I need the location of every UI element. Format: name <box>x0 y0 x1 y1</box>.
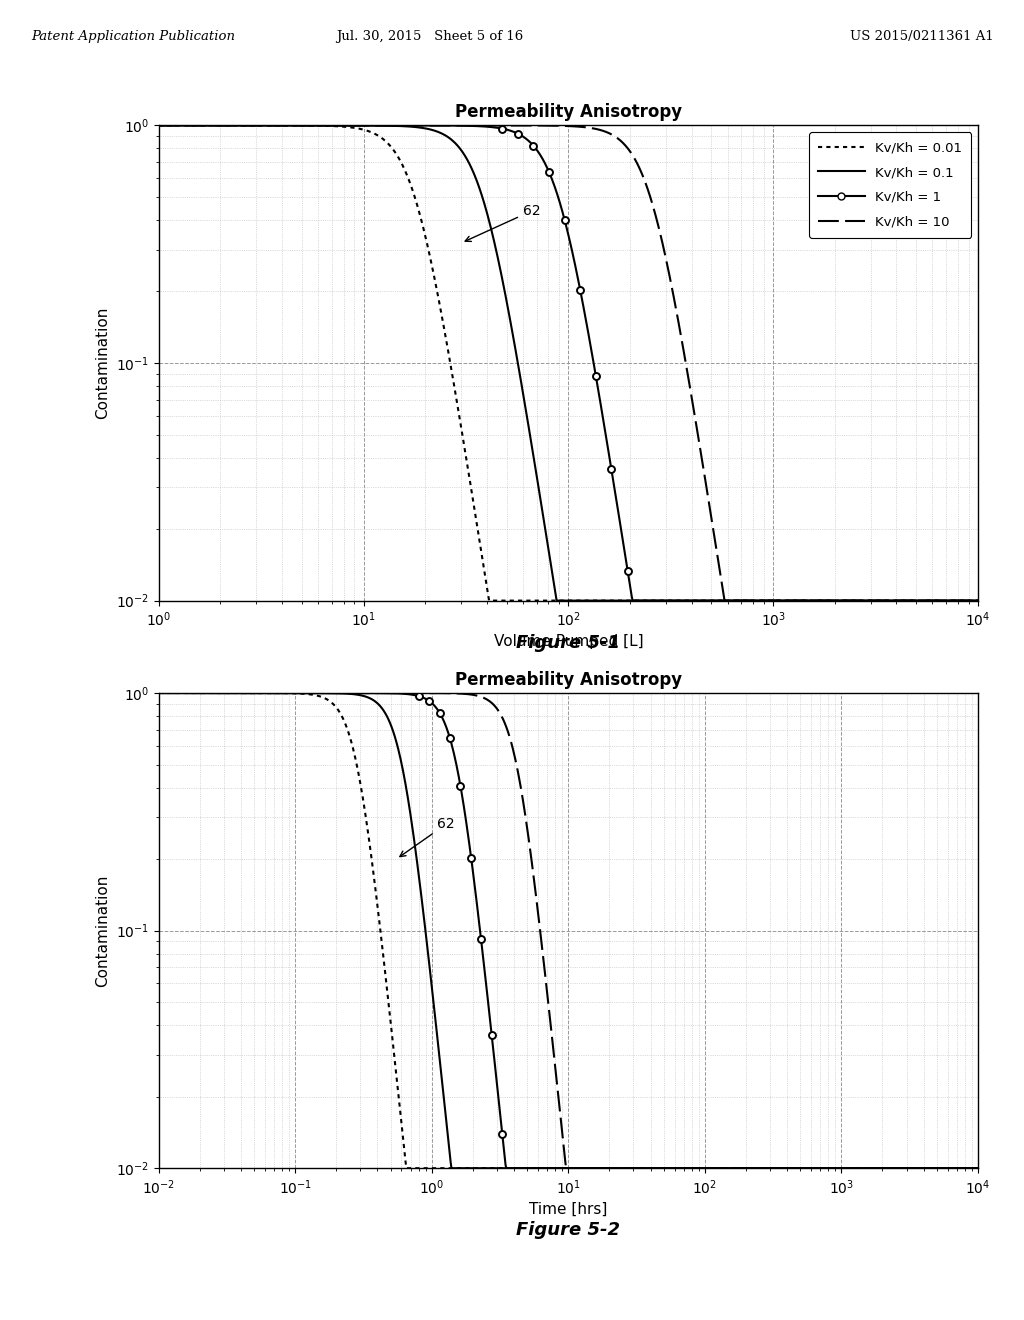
Text: Jul. 30, 2015   Sheet 5 of 16: Jul. 30, 2015 Sheet 5 of 16 <box>337 30 523 42</box>
Y-axis label: Contamination: Contamination <box>95 874 111 987</box>
Text: 62: 62 <box>400 817 455 857</box>
Title: Permeability Anisotropy: Permeability Anisotropy <box>455 671 682 689</box>
Text: 62: 62 <box>465 203 541 242</box>
X-axis label: Time [hrs]: Time [hrs] <box>529 1203 607 1217</box>
Text: Patent Application Publication: Patent Application Publication <box>31 30 234 42</box>
X-axis label: Volume Pumped [L]: Volume Pumped [L] <box>494 635 643 649</box>
Text: Figure 5-1: Figure 5-1 <box>516 634 621 652</box>
Text: Figure 5-2: Figure 5-2 <box>516 1221 621 1239</box>
Y-axis label: Contamination: Contamination <box>95 306 111 420</box>
Text: US 2015/0211361 A1: US 2015/0211361 A1 <box>850 30 993 42</box>
Legend: Kv/Kh = 0.01, Kv/Kh = 0.1, Kv/Kh = 1, Kv/Kh = 10: Kv/Kh = 0.01, Kv/Kh = 0.1, Kv/Kh = 1, Kv… <box>809 132 972 238</box>
Title: Permeability Anisotropy: Permeability Anisotropy <box>455 103 682 121</box>
